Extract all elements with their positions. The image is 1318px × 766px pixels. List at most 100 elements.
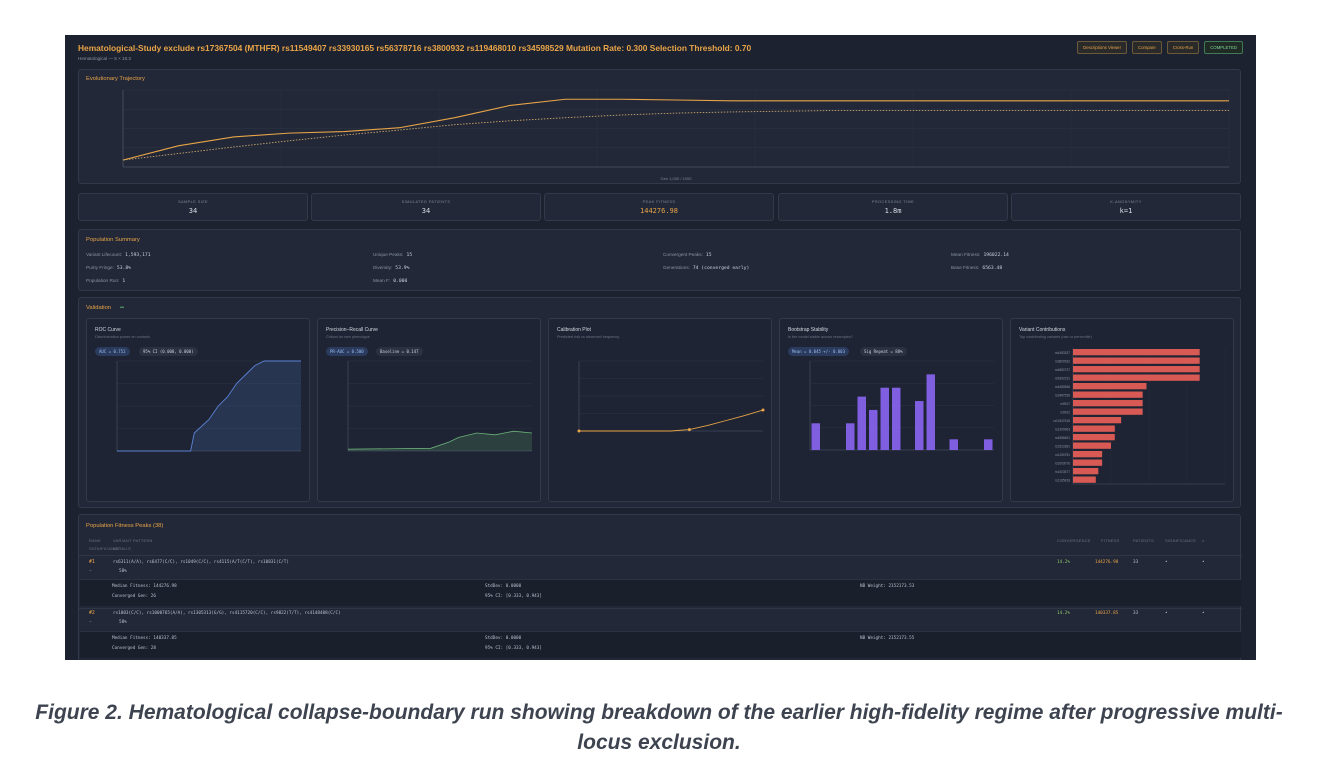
stat-value: k=1 xyxy=(1119,207,1133,215)
bootstrap-bar xyxy=(926,374,935,450)
patients-value: 33 xyxy=(1133,560,1139,565)
summary-item: Unique Peaks: 15 xyxy=(373,252,413,258)
page-subtitle: Hematological — 5 × 10.3 xyxy=(78,56,131,61)
roc-chart xyxy=(116,360,301,452)
row-expand-toggle[interactable]: • xyxy=(1202,560,1205,565)
auc-pill: AUC = 0.752 xyxy=(95,347,130,356)
bootstrap-bar xyxy=(915,401,924,450)
peak-rank: #2 xyxy=(89,611,95,616)
significance-value: • xyxy=(1165,560,1168,565)
stat-card-peak-fitness: PEAK FITNESS 144276.98 xyxy=(544,193,774,221)
variant-bar xyxy=(1073,451,1103,458)
variant-label: rs1003076 xyxy=(1055,461,1070,465)
summary-item: Mean Fitness: 196022.14 xyxy=(951,252,1009,258)
calibration-point xyxy=(577,429,581,433)
bootstrap-bar xyxy=(949,439,958,450)
variant-label: rs4480566 xyxy=(1055,385,1070,389)
bootstrap-bar xyxy=(811,423,820,450)
variant-label: rs9922 xyxy=(1060,410,1070,414)
table-row[interactable]: #2 – rs1003(C/C), rs1000765(A/A), rs1305… xyxy=(79,608,1242,658)
bootstrap-bar xyxy=(846,423,855,450)
compare-button[interactable]: Compare xyxy=(1132,41,1162,54)
pr-chart xyxy=(347,360,533,452)
trajectory-chart: Gen 1,000 / 1000 xyxy=(122,89,1230,181)
chart-title: Calibration Plot xyxy=(557,327,591,333)
calibration-point xyxy=(761,408,765,412)
col-header: SIGNIFICANCE xyxy=(1165,538,1197,543)
cross-run-button[interactable]: Cross-Run xyxy=(1166,41,1200,54)
calibration-panel: Calibration Plot Predicted risk vs obser… xyxy=(548,318,772,502)
variant-bar xyxy=(1073,434,1115,441)
variant-bar xyxy=(1073,408,1143,415)
variant-label: rs1523381 xyxy=(1055,444,1070,448)
fitness-value: 140337.85 xyxy=(1095,611,1119,616)
stat-value: 1.8m xyxy=(884,207,902,215)
col-header: FITNESS xyxy=(1101,538,1120,543)
stat-card-sample-size: SAMPLE SIZE 34 xyxy=(78,193,308,221)
variant-label: rs4483337 xyxy=(1055,351,1070,355)
bootstrap-bar xyxy=(984,439,993,450)
validation-status: •• xyxy=(120,305,125,311)
patients-value: 33 xyxy=(1133,611,1139,616)
roc-curve-panel: ROC Curve Discrimination power on contro… xyxy=(86,318,310,502)
peak-details: Median Fitness: 140337.85 Converged Gen:… xyxy=(80,631,1241,658)
variant-bar xyxy=(1073,476,1096,483)
population-summary-panel: Population Summary Variant Lifecount: 1,5… xyxy=(78,229,1241,291)
summary-item: Generations: 74 (converged early) xyxy=(663,265,750,271)
ci-pill: 95% CI (0.000, 0.000) xyxy=(139,347,198,356)
stat-label: SAMPLE SIZE xyxy=(178,199,208,204)
series-line xyxy=(122,109,1229,161)
variant-bar xyxy=(1073,383,1147,390)
table-row[interactable]: #1 – rs6311(A/A), rs6477(C/C), rs1049(C/… xyxy=(79,559,1242,607)
pattern-frequency: 58% xyxy=(119,569,127,574)
col-header: DETAILS xyxy=(113,546,132,551)
variant-label: rs11547618 xyxy=(1053,419,1070,423)
pr-line xyxy=(347,430,533,450)
fitness-value: 144276.98 xyxy=(1095,560,1119,565)
bootstrap-bar xyxy=(892,387,901,450)
fitness-peaks-panel: Population Fitness Peaks (38) RANK VARIA… xyxy=(78,514,1242,660)
col-header: ± xyxy=(1202,538,1205,543)
convergence-value: 14.2% xyxy=(1057,611,1070,616)
stat-value: 34 xyxy=(188,207,198,215)
app-window: Hematological-Study exclude rs17367504 (… xyxy=(65,35,1256,660)
chart-subtitle: Top contributing variants (raw or percen… xyxy=(1019,335,1092,339)
variant-label: rs1150781 xyxy=(1055,453,1070,457)
variant-label: rs4586661 xyxy=(1055,436,1070,440)
chart-subtitle: Is the model stable across resamples? xyxy=(788,335,853,339)
variant-bar xyxy=(1073,417,1122,424)
col-header: SIGNIFICANCE xyxy=(89,546,121,551)
chart-subtitle: Critical for rare phenotype xyxy=(326,335,370,339)
row-expand-toggle[interactable]: • xyxy=(1202,611,1205,616)
chart-title: Precision–Recall Curve xyxy=(326,327,378,333)
mean-pill: Mean = 0.045 +/- 0.003 xyxy=(788,347,849,356)
variant-bar xyxy=(1073,400,1143,407)
summary-item: Variant Lifecount: 1,593,171 xyxy=(86,252,151,258)
col-header: PATIENTS xyxy=(1133,538,1154,543)
peak-details: Median Fitness: 144276.98 Converged Gen:… xyxy=(80,579,1241,606)
col-header: CONVERGENCE xyxy=(1057,538,1091,543)
summary-item: Mean F: 0.000 xyxy=(373,278,408,284)
variant-bar xyxy=(1073,425,1115,432)
series-line xyxy=(122,98,1229,161)
bootstrap-panel: Bootstrap Stability Is the model stable … xyxy=(779,318,1003,502)
descriptions-viewer-button[interactable]: Descriptions Viewer xyxy=(1077,41,1128,54)
calibration-point xyxy=(687,428,691,432)
variant-pattern: rs6311(A/A), rs6477(C/C), rs1049(C/C), r… xyxy=(113,560,289,565)
bootstrap-bar xyxy=(880,387,889,450)
pr-curve-panel: Precision–Recall Curve Critical for rare… xyxy=(317,318,541,502)
bootstrap-bar xyxy=(857,396,866,450)
summary-item: Population Run: 1 xyxy=(86,278,126,284)
status-badge: COMPLETED xyxy=(1204,41,1243,54)
variant-chart: rs4483337 rs3800932 rs4880737 rs5392231 rs44… xyxy=(1053,348,1226,485)
bootstrap-chart xyxy=(809,360,994,451)
stat-label: PEAK FITNESS xyxy=(642,199,676,204)
peaks-title: Population Fitness Peaks (38) xyxy=(86,523,164,529)
variant-label: rs1300963 xyxy=(1055,427,1070,431)
x-axis-label: Gen 1,000 / 1000 xyxy=(661,176,693,181)
page-title: Hematological-Study exclude rs17367504 (… xyxy=(78,43,752,53)
validation-title: Validation xyxy=(86,305,112,311)
stat-label: K-ANONYMITY xyxy=(1110,199,1142,204)
stat-value: 144276.98 xyxy=(640,207,678,215)
chart-title: ROC Curve xyxy=(95,327,121,333)
